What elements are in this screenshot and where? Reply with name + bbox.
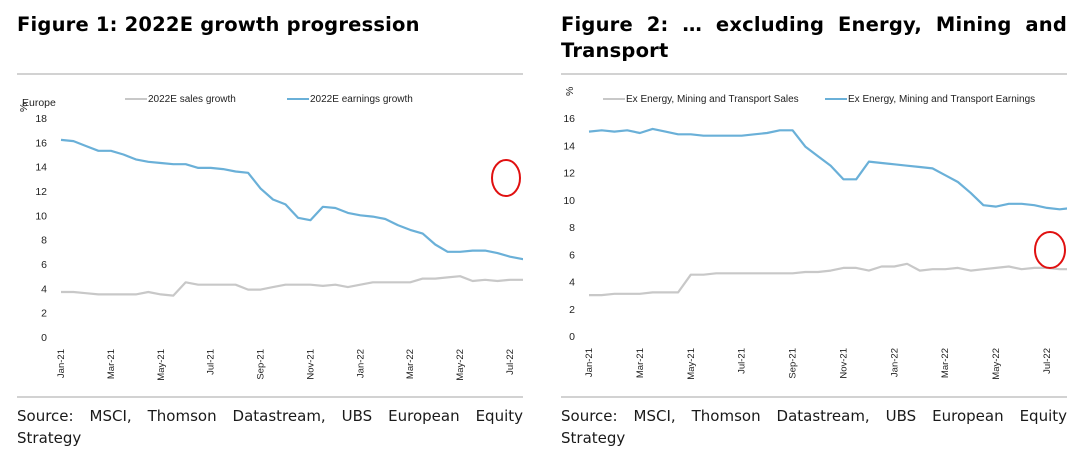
figure-2-bottom-rule: [561, 396, 1067, 398]
y-tick-label: 2: [41, 308, 47, 320]
x-tick-label: May-22: [991, 348, 1002, 380]
y-tick-label: 18: [35, 113, 47, 125]
figure-1-highlight-circle: [491, 159, 521, 197]
y-tick-label: 2: [569, 304, 575, 316]
figure-2-panel: Figure 2: … excluding Energy, Mining and…: [561, 0, 1067, 463]
sales-series-line: [61, 275, 523, 297]
x-tick-label: Jan-21: [584, 348, 595, 377]
legend-label: Ex Energy, Mining and Transport Earnings: [848, 94, 1035, 105]
y-tick-label: 14: [563, 140, 575, 152]
x-tick-label: Mar-21: [106, 349, 117, 379]
y-tick-label: 4: [569, 277, 575, 289]
x-tick-label: Mar-22: [405, 349, 416, 379]
legend-label: 2022E earnings growth: [310, 94, 413, 105]
figure-1-bottom-rule: [17, 396, 523, 398]
figure-1-region-label: Europe: [22, 97, 56, 109]
y-tick-label: 0: [569, 331, 575, 343]
figure-2-x-axis: Jan-21 Mar-21 May-21 Jul-21 Sep-21 Nov-21 Jan-…: [584, 348, 1053, 380]
y-tick-label: 12: [563, 168, 575, 180]
x-tick-label: May-21: [686, 348, 697, 380]
y-tick-label: 12: [35, 186, 47, 198]
figure-2-series: [588, 127, 1067, 297]
y-tick-label: 6: [41, 259, 47, 271]
figure-1-chart: Europe % 2022E sales growth 2022E earning…: [18, 94, 523, 381]
x-tick-label: Jan-22: [355, 349, 366, 378]
x-tick-label: Nov-21: [305, 349, 316, 380]
figure-2-source: Source: MSCI, Thomson Datastream, UBS Eu…: [561, 407, 1067, 447]
figure-2-top-rule: [561, 73, 1067, 75]
earnings-series-line: [60, 138, 523, 261]
y-tick-label: 10: [35, 210, 47, 222]
y-tick-label: 16: [563, 113, 575, 125]
y-tick-label: 14: [35, 162, 47, 174]
x-tick-label: Jul-22: [1042, 348, 1053, 374]
y-tick-label: 8: [41, 235, 47, 247]
figure-2-title: Figure 2: … excluding Energy, Mining and…: [561, 13, 1067, 62]
x-tick-label: Sep-21: [256, 349, 267, 380]
x-tick-label: Mar-22: [940, 348, 951, 378]
figure-2-highlight-circle: [1034, 231, 1066, 269]
y-tick-label: 4: [41, 283, 47, 295]
figure-2-unit-label: %: [564, 87, 576, 96]
x-tick-label: Jan-22: [889, 348, 900, 377]
figure-2-legend: Ex Energy, Mining and Transport Sales Ex …: [603, 94, 1035, 105]
y-tick-label: 6: [569, 249, 575, 261]
figure-1-top-rule: [17, 73, 523, 75]
x-tick-label: Sep-21: [788, 348, 799, 379]
figure-1-title: Figure 1: 2022E growth progression: [17, 13, 420, 36]
x-tick-label: Jul-21: [206, 349, 217, 375]
figure-1-unit-label: %: [18, 103, 30, 112]
x-tick-label: May-21: [156, 349, 167, 381]
x-tick-label: Jul-22: [505, 349, 516, 375]
x-tick-label: Mar-21: [635, 348, 646, 378]
earnings-series-line: [588, 127, 1067, 211]
x-tick-label: Jul-21: [737, 348, 748, 374]
legend-label: Ex Energy, Mining and Transport Sales: [626, 94, 799, 105]
x-tick-label: May-22: [455, 349, 466, 381]
y-tick-label: 0: [41, 332, 47, 344]
figure-1-legend: 2022E sales growth 2022E earnings growth: [125, 94, 413, 105]
legend-label: 2022E sales growth: [148, 94, 236, 105]
figure-1-series: [60, 138, 523, 297]
y-tick-label: 8: [569, 222, 575, 234]
y-tick-label: 16: [35, 137, 47, 149]
y-tick-label: 10: [563, 195, 575, 207]
figure-2-chart: % Ex Energy, Mining and Transport Sales E…: [563, 87, 1067, 380]
x-tick-label: Nov-21: [838, 348, 849, 379]
figure-1-panel: Figure 1: 2022E growth progression Europ…: [17, 0, 523, 463]
x-tick-label: Jan-21: [56, 349, 67, 378]
figure-1-y-axis: 0 2 4 6 8 10 12 14 16 18: [35, 113, 47, 344]
figure-1-source: Source: MSCI, Thomson Datastream, UBS Eu…: [17, 407, 523, 447]
figure-1-x-axis: Jan-21 Mar-21 May-21 Jul-21 Sep-21 Nov-21 Jan-…: [56, 349, 516, 381]
figure-2-y-axis: 0 2 4 6 8 10 12 14 16: [563, 113, 575, 343]
sales-series-line: [589, 262, 1067, 297]
